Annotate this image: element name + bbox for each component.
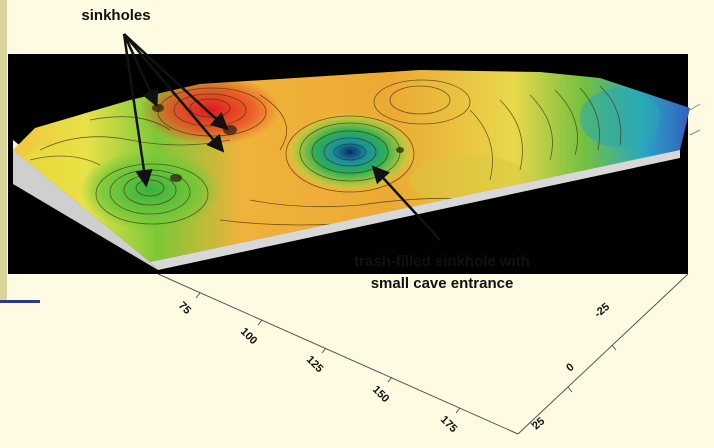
x-axis-tick-marks: [195, 292, 461, 414]
y-tick-label: 25: [530, 415, 547, 432]
sinkhole-arrow: [122, 33, 153, 188]
terrain-side-front: [150, 150, 680, 270]
x-tick-label: 175: [438, 414, 459, 435]
y-tick-label: 0: [564, 361, 576, 374]
x-tick-label: 150: [370, 384, 391, 405]
sinkhole-arrows: [122, 33, 229, 188]
x-tick-label: 100: [238, 326, 259, 347]
trash-sinkhole-label-line2: small cave entrance: [371, 275, 514, 292]
left-accent-rule: [0, 300, 40, 303]
left-accent-bar: [0, 0, 7, 300]
terrain-side-left: [13, 150, 158, 270]
sinkhole-arrow: [123, 33, 225, 153]
cave-arrow: [371, 165, 441, 241]
y-axis-tick-marks: [529, 344, 617, 428]
sinkholes-label: sinkholes: [81, 7, 150, 24]
x-tick-label: 75: [176, 300, 193, 317]
x-tick-label: 125: [304, 354, 325, 375]
right-axis-stubs: [689, 103, 701, 136]
sinkhole-arrow: [122, 33, 159, 108]
y-tick-label: -25: [592, 301, 612, 320]
base-axes: [157, 273, 689, 435]
sinkhole-arrow: [123, 33, 229, 131]
trash-sinkhole-label-line1: trash-filled sinkhole with: [354, 253, 530, 270]
